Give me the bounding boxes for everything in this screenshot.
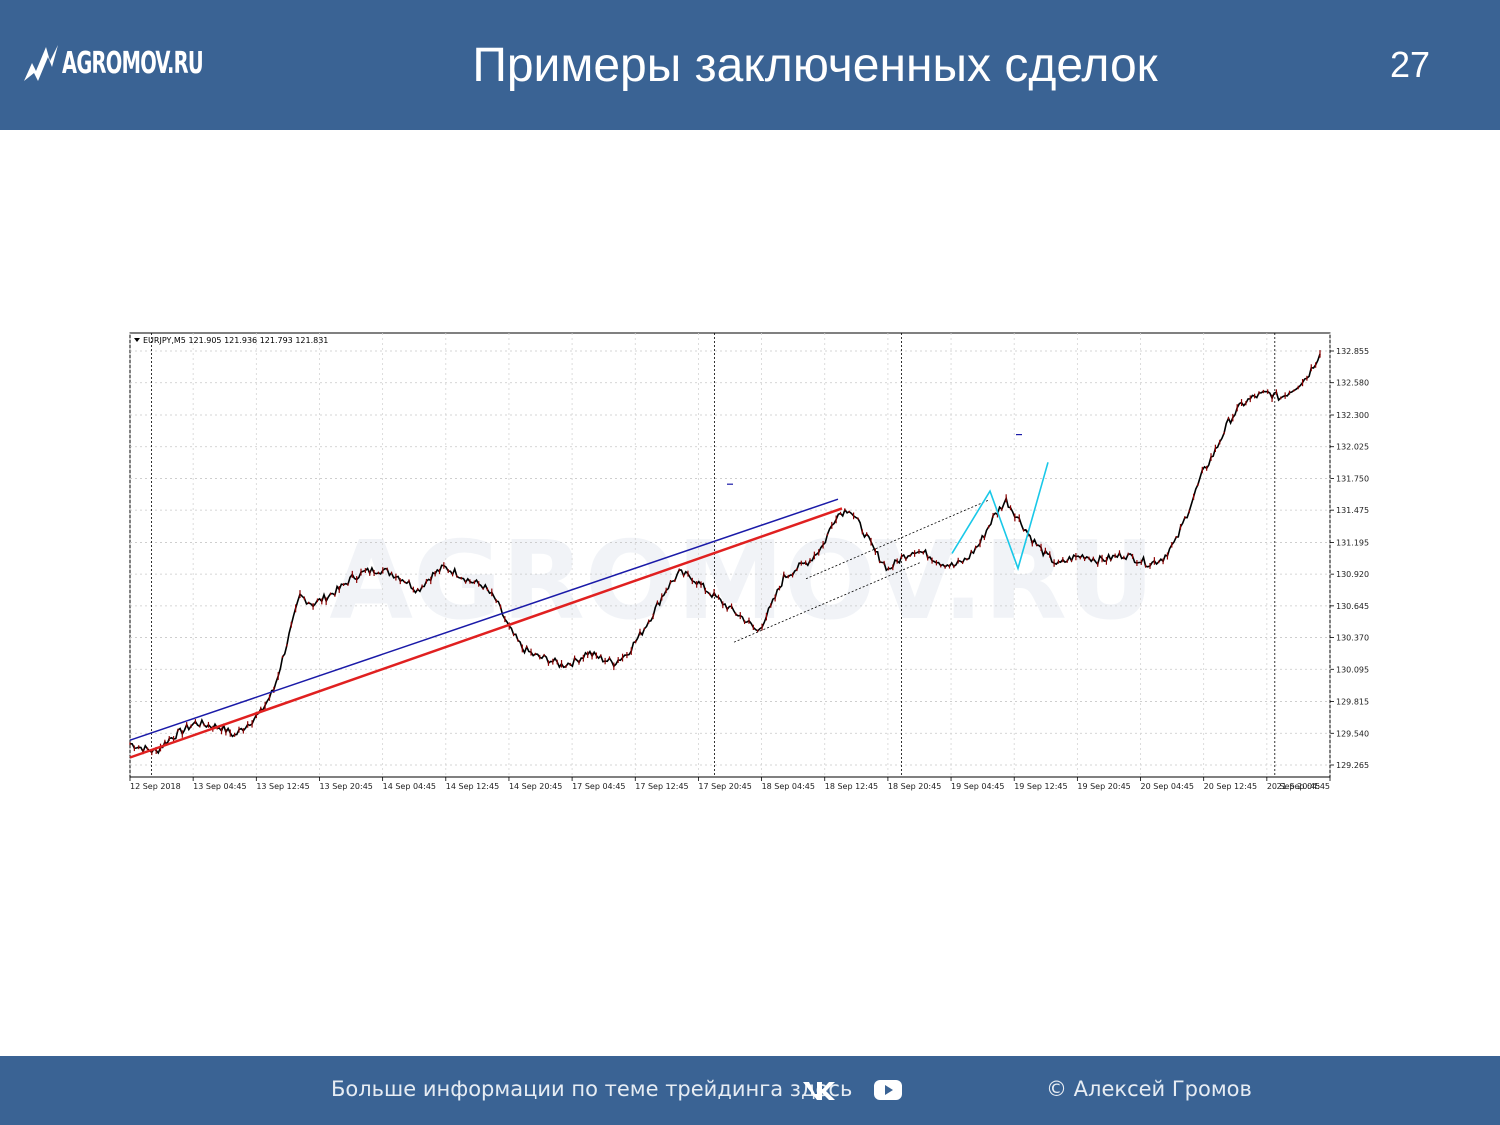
copyright-text: © Алексей Громов bbox=[1046, 1077, 1252, 1101]
y-tick-label: 129.815 bbox=[1336, 698, 1369, 707]
x-tick-label: 20 Sep 12:45 bbox=[1204, 782, 1257, 791]
plot-frame bbox=[129, 332, 1331, 778]
x-tick-label: 18 Sep 12:45 bbox=[825, 782, 878, 791]
x-tick-label: 14 Sep 04:45 bbox=[383, 782, 436, 791]
x-tick-label: 12 Sep 2018 bbox=[130, 782, 181, 791]
logo[interactable]: AGROMOV.RU bbox=[22, 38, 258, 88]
header-bar: AGROMOV.RU Примеры заключенных сделок 27 bbox=[0, 0, 1500, 130]
x-tick-label: 17 Sep 04:45 bbox=[572, 782, 625, 791]
y-tick-label: 130.920 bbox=[1336, 570, 1369, 579]
chart-svg: AGROMOV.RU129.265129.540129.815130.09513… bbox=[129, 332, 1369, 791]
x-tick-label: 14 Sep 12:45 bbox=[446, 782, 499, 791]
x-tick-label: 13 Sep 20:45 bbox=[319, 782, 372, 791]
x-tick-label: 14 Sep 20:45 bbox=[509, 782, 562, 791]
x-tick-label: 20 Sep 04:45 bbox=[1141, 782, 1194, 791]
vk-icon[interactable] bbox=[802, 1078, 836, 1102]
y-tick-label: 131.750 bbox=[1336, 474, 1369, 483]
x-tick-label: 19 Sep 20:45 bbox=[1077, 782, 1130, 791]
y-tick-label: 131.195 bbox=[1336, 538, 1369, 547]
y-tick-label: 132.580 bbox=[1336, 379, 1369, 388]
y-tick-label: 130.095 bbox=[1336, 665, 1369, 674]
x-tick-label: 19 Sep 04:45 bbox=[951, 782, 1004, 791]
x-tick-label: 20 Sep 20:45 bbox=[1267, 782, 1320, 791]
y-tick-label: 130.645 bbox=[1336, 602, 1369, 611]
y-tick-label: 132.855 bbox=[1336, 347, 1369, 356]
x-tick-label: 13 Sep 12:45 bbox=[256, 782, 309, 791]
price-line bbox=[129, 353, 1321, 755]
cyan-zigzag-line bbox=[951, 462, 1049, 572]
logo-mark-icon bbox=[24, 45, 58, 81]
footer-info-text[interactable]: Больше информации по теме трейдинга здес… bbox=[331, 1077, 853, 1101]
youtube-icon[interactable] bbox=[873, 1077, 903, 1103]
blue-trend-line bbox=[129, 498, 839, 741]
x-tick-label: 17 Sep 12:45 bbox=[635, 782, 688, 791]
page-title: Примеры заключенных сделок bbox=[472, 39, 1158, 92]
logo-text: AGROMOV.RU bbox=[62, 45, 204, 81]
x-tick-label: 13 Sep 04:45 bbox=[193, 782, 246, 791]
y-tick-label: 130.370 bbox=[1336, 634, 1369, 643]
x-tick-label: 21 Sep 04:45 bbox=[1277, 782, 1330, 791]
x-tick-label: 17 Sep 20:45 bbox=[698, 782, 751, 791]
page-number: 27 bbox=[1389, 44, 1430, 85]
chart-header-label: EURJPY,M5 121.905 121.936 121.793 121.83… bbox=[143, 336, 328, 345]
dotted-channel-upper bbox=[805, 499, 989, 580]
x-tick-label: 18 Sep 04:45 bbox=[762, 782, 815, 791]
y-tick-label: 131.475 bbox=[1336, 506, 1369, 515]
y-tick-label: 132.025 bbox=[1336, 443, 1369, 452]
y-tick-label: 129.540 bbox=[1336, 729, 1369, 738]
y-tick-label: 129.265 bbox=[1336, 761, 1369, 770]
price-chart: AGROMOV.RU 129.265 129.540 129.815 130.095 13… bbox=[122, 328, 1372, 798]
footer-bar: Больше информации по теме трейдинга здес… bbox=[0, 1056, 1500, 1125]
x-tick-label: 18 Sep 20:45 bbox=[888, 782, 941, 791]
chart-menu-arrow-icon bbox=[134, 338, 140, 342]
dotted-channel-lower bbox=[733, 562, 921, 643]
y-tick-label: 132.300 bbox=[1336, 411, 1369, 420]
x-tick-label: 19 Sep 12:45 bbox=[1014, 782, 1067, 791]
red-trend-line bbox=[129, 507, 843, 759]
